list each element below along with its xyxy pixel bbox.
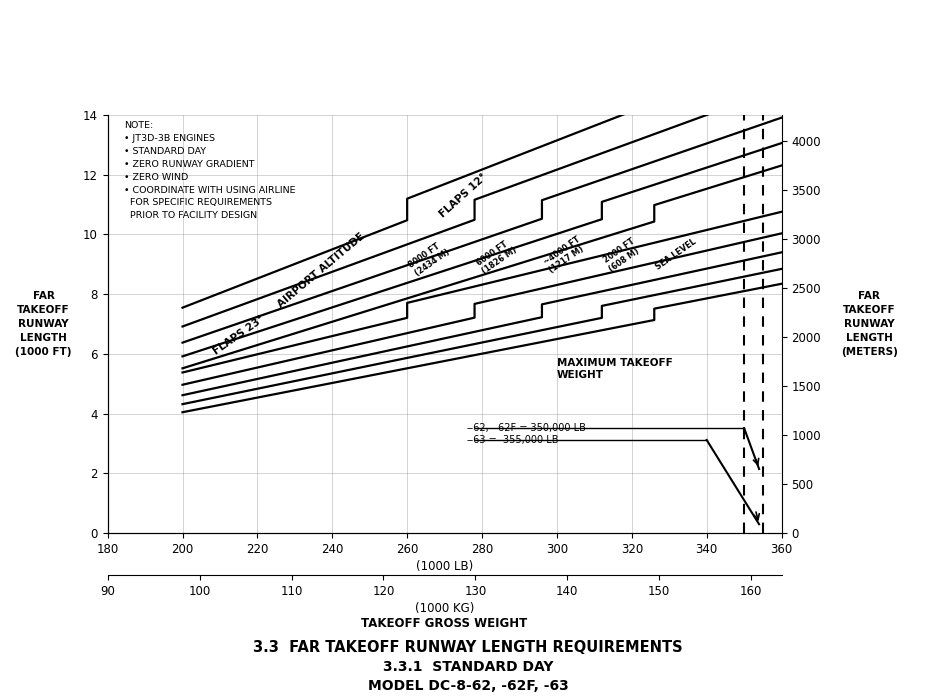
X-axis label: (1000 KG): (1000 KG) [415, 602, 475, 615]
Text: FAR
TAKEOFF
RUNWAY
LENGTH
(METERS): FAR TAKEOFF RUNWAY LENGTH (METERS) [841, 291, 898, 357]
Text: MAXIMUM TAKEOFF
WEIGHT: MAXIMUM TAKEOFF WEIGHT [557, 358, 673, 380]
Text: (1000 LB): (1000 LB) [416, 560, 474, 574]
Text: AIRPORT ALTITUDE: AIRPORT ALTITUDE [276, 231, 366, 309]
Text: 3.3  FAR TAKEOFF RUNWAY LENGTH REQUIREMENTS: 3.3 FAR TAKEOFF RUNWAY LENGTH REQUIREMEN… [253, 640, 683, 655]
Text: SEA LEVEL: SEA LEVEL [654, 237, 698, 272]
Text: 3.3.1  STANDARD DAY: 3.3.1 STANDARD DAY [383, 660, 553, 674]
Text: 6000 FT
(1826 M): 6000 FT (1826 M) [475, 237, 519, 276]
Text: FAR
TAKEOFF
RUNWAY
LENGTH
(1000 FT): FAR TAKEOFF RUNWAY LENGTH (1000 FT) [15, 291, 72, 357]
Text: 2000 FT
(608 M): 2000 FT (608 M) [602, 237, 642, 273]
Text: ~4000 FT
(1217 M): ~4000 FT (1217 M) [542, 235, 588, 275]
Text: MODEL DC-8-62, -62F, -63: MODEL DC-8-62, -62F, -63 [368, 679, 568, 693]
Text: FLAPS 23°: FLAPS 23° [212, 314, 266, 357]
Text: TAKEOFF GROSS WEIGHT: TAKEOFF GROSS WEIGHT [361, 617, 528, 630]
Text: FLAPS 12°: FLAPS 12° [438, 172, 489, 220]
Text: NOTE:
• JT3D-3B ENGINES
• STANDARD DAY
• ZERO RUNWAY GRADIENT
• ZERO WIND
• COOR: NOTE: • JT3D-3B ENGINES • STANDARD DAY •… [124, 121, 296, 220]
Text: ‒62, ‒62F = 350,000 LB: ‒62, ‒62F = 350,000 LB [467, 423, 586, 433]
Text: ‒63 =  355,000 LB: ‒63 = 355,000 LB [467, 435, 559, 445]
Text: 8000 FT
(2434 M): 8000 FT (2434 M) [407, 239, 451, 278]
